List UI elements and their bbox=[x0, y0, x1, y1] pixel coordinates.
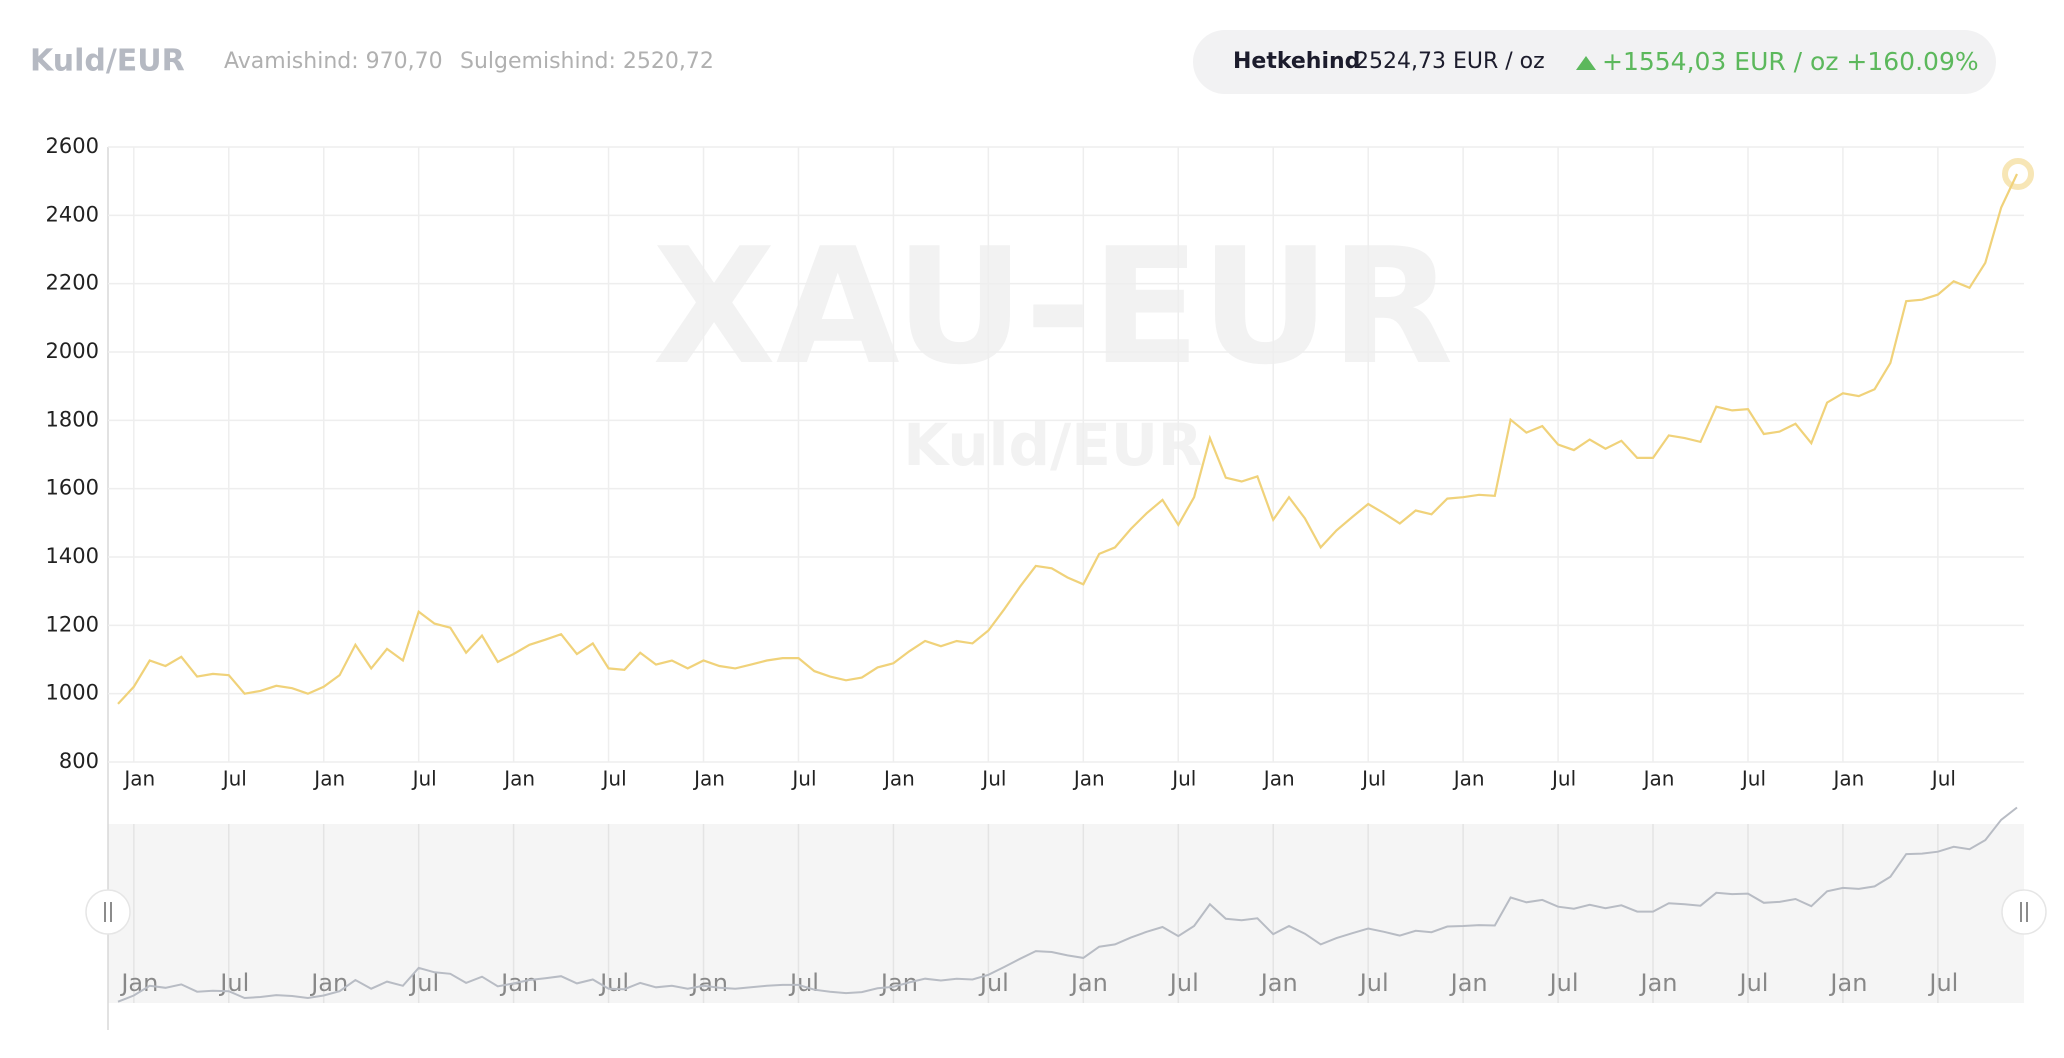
x-tick-label: Jul bbox=[221, 767, 247, 791]
nav-x-label: Jul bbox=[1168, 969, 1199, 997]
nav-x-label: Jan bbox=[1259, 969, 1298, 997]
nav-x-label: Jan bbox=[1828, 969, 1867, 997]
y-tick-label: 1400 bbox=[46, 544, 99, 568]
current-value: 2524,73 EUR / oz bbox=[1355, 49, 1545, 74]
navigator-bg bbox=[108, 824, 2024, 1003]
price-change: +1554,03 EUR / oz +160.09% bbox=[1602, 47, 1979, 76]
y-tick-label: 1200 bbox=[46, 612, 99, 636]
x-tick-label: Jul bbox=[1170, 767, 1196, 791]
nav-x-label: Jan bbox=[1449, 969, 1488, 997]
page-title: Kuld/EUR bbox=[30, 44, 185, 79]
navigator-handle[interactable] bbox=[2001, 889, 2047, 935]
x-tick-label: Jul bbox=[411, 767, 437, 791]
x-tick-label: Jan bbox=[1452, 767, 1485, 791]
x-tick-label: Jan bbox=[1642, 767, 1675, 791]
x-tick-label: Jan bbox=[1072, 767, 1105, 791]
x-tick-label: Jan bbox=[1262, 767, 1295, 791]
nav-x-label: Jan bbox=[1069, 969, 1108, 997]
nav-x-label: Jul bbox=[598, 969, 629, 997]
watermark-symbol: XAU-EUR bbox=[652, 213, 1453, 400]
navigator-handle[interactable] bbox=[85, 889, 131, 935]
y-tick-label: 2400 bbox=[46, 202, 99, 226]
y-tick-label: 1000 bbox=[46, 681, 99, 705]
price-pill bbox=[1193, 30, 1996, 94]
nav-x-label: Jul bbox=[1737, 969, 1768, 997]
y-tick-label: 1800 bbox=[46, 407, 99, 431]
y-tick-label: 1600 bbox=[46, 476, 99, 500]
x-tick-label: Jan bbox=[692, 767, 725, 791]
x-tick-label: Jan bbox=[502, 767, 535, 791]
nav-x-label: Jan bbox=[309, 969, 348, 997]
nav-x-label: Jul bbox=[978, 969, 1009, 997]
x-tick-label: Jul bbox=[790, 767, 816, 791]
nav-x-label: Jul bbox=[1358, 969, 1389, 997]
up-arrow bbox=[1576, 56, 1596, 70]
x-tick-label: Jan bbox=[122, 767, 155, 791]
x-tick-label: Jul bbox=[980, 767, 1006, 791]
x-tick-label: Jul bbox=[1740, 767, 1766, 791]
y-tick-label: 2600 bbox=[46, 134, 99, 158]
x-tick-label: Jan bbox=[882, 767, 915, 791]
watermark-name: Kuld/EUR bbox=[903, 411, 1202, 479]
nav-x-label: Jul bbox=[1548, 969, 1579, 997]
open-price: Avamishind: 970,70 bbox=[224, 49, 443, 74]
navigator-line bbox=[117, 806, 2018, 1003]
nav-x-label: Jan bbox=[689, 969, 728, 997]
nav-x-label: Jan bbox=[879, 969, 918, 997]
current-label: Hetkehind bbox=[1233, 49, 1360, 74]
nav-x-label: Jul bbox=[1927, 969, 1958, 997]
y-tick-label: 2200 bbox=[46, 271, 99, 295]
x-tick-label: Jan bbox=[312, 767, 345, 791]
y-tick-label: 800 bbox=[59, 749, 99, 773]
x-tick-label: Jul bbox=[1550, 767, 1576, 791]
y-tick-label: 2000 bbox=[46, 339, 99, 363]
nav-x-label: Jul bbox=[788, 969, 819, 997]
x-tick-label: Jan bbox=[1832, 767, 1865, 791]
price-line bbox=[117, 173, 2018, 705]
x-tick-label: Jul bbox=[1930, 767, 1956, 791]
close-price: Sulgemishind: 2520,72 bbox=[460, 49, 714, 74]
x-tick-label: Jul bbox=[601, 767, 627, 791]
nav-x-label: Jan bbox=[1639, 969, 1678, 997]
last-point bbox=[2002, 157, 2034, 190]
x-tick-label: Jul bbox=[1360, 767, 1386, 791]
